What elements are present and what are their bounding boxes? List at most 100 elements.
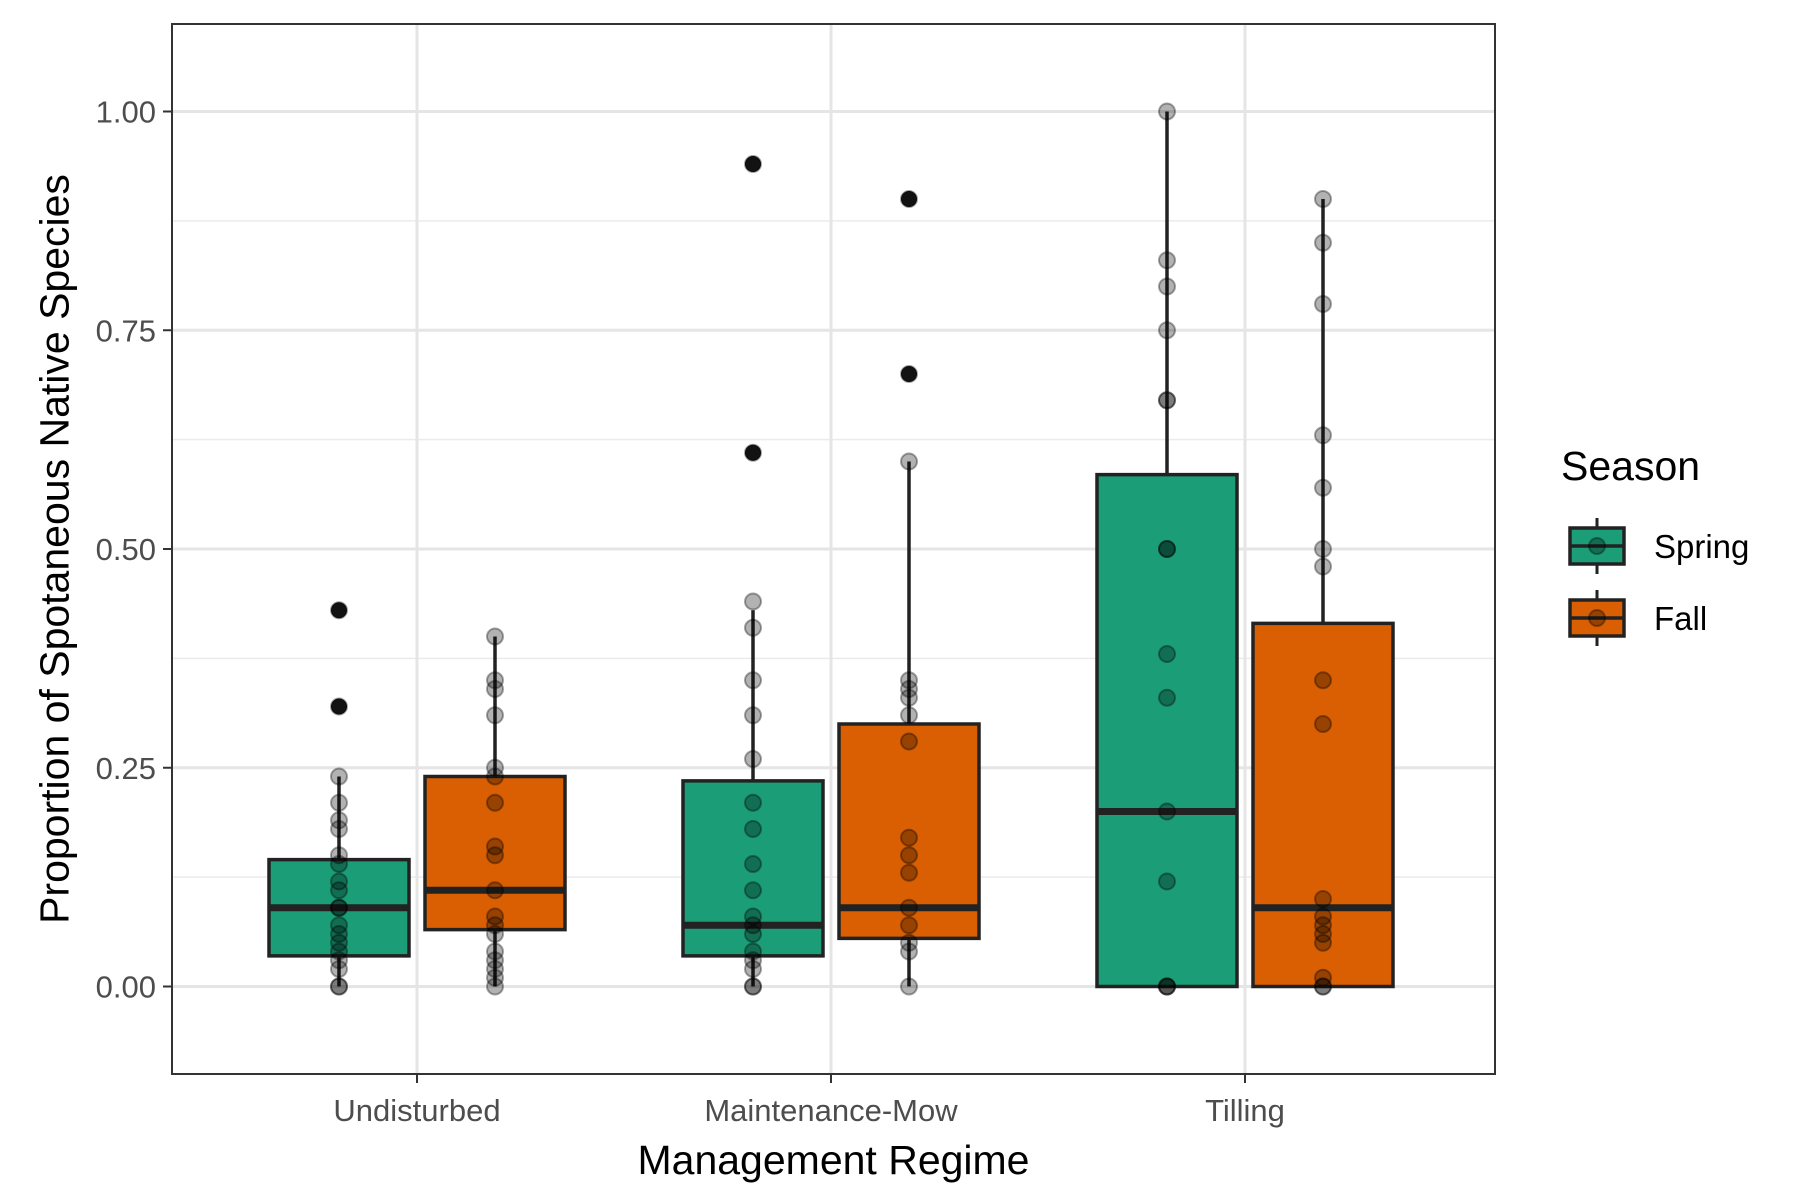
outlier-point <box>331 698 347 715</box>
data-point <box>744 750 762 768</box>
data-point <box>486 960 504 978</box>
legend-label: Fall <box>1654 600 1707 637</box>
data-point <box>900 942 918 961</box>
box-iqr <box>1095 472 1239 989</box>
data-point <box>330 916 348 935</box>
data-point <box>900 706 918 725</box>
data-point <box>900 365 918 383</box>
data-point <box>486 977 504 996</box>
y-tick-label: 0.75 <box>96 313 156 348</box>
data-point <box>330 793 348 812</box>
data-point <box>486 925 504 943</box>
data-point <box>744 916 762 935</box>
data-point <box>1314 233 1332 252</box>
data-point <box>1158 391 1176 410</box>
data-point <box>330 898 348 917</box>
data-point <box>330 977 348 996</box>
box-layer <box>267 111 1395 989</box>
data-point <box>900 898 918 917</box>
data-point <box>744 592 762 611</box>
data-point <box>1314 671 1332 690</box>
x-tick-label: Maintenance-Mow <box>704 1093 958 1128</box>
data-point <box>1314 933 1332 952</box>
data-point <box>900 688 918 707</box>
data-point <box>1158 251 1176 270</box>
data-point <box>486 968 504 987</box>
outlier-point <box>745 156 761 172</box>
data-point <box>486 758 504 777</box>
data-point <box>330 601 348 620</box>
data-point <box>330 881 348 900</box>
data-point <box>1158 872 1176 891</box>
outlier-point <box>901 366 917 382</box>
boxplot-spring-maintenance-mow <box>681 610 825 987</box>
data-point <box>330 925 348 943</box>
boxplot-fall-tilling <box>1251 199 1395 989</box>
data-point <box>900 933 918 952</box>
data-point <box>330 898 348 917</box>
data-point <box>330 872 348 891</box>
data-point <box>900 977 918 996</box>
legend-label: Spring <box>1654 528 1749 565</box>
data-point <box>900 863 918 882</box>
y-tick-label: 1.00 <box>96 95 156 130</box>
data-point <box>1158 540 1176 558</box>
data-point <box>744 855 762 873</box>
data-point <box>1158 645 1176 663</box>
data-point <box>1314 907 1332 926</box>
y-tick-label: 0.25 <box>96 751 156 786</box>
data-point <box>486 916 504 935</box>
data-point <box>486 907 504 926</box>
data-point <box>1314 890 1332 908</box>
legend: Season Spring Fall <box>1561 443 1749 646</box>
data-point <box>1314 977 1332 996</box>
data-point <box>486 767 504 786</box>
data-point <box>1314 478 1332 497</box>
data-point <box>900 452 918 471</box>
box-iqr <box>837 722 981 941</box>
legend-point <box>1588 537 1606 555</box>
x-tick-label: Tilling <box>1205 1093 1285 1128</box>
data-point <box>744 706 762 725</box>
data-point <box>744 820 762 838</box>
data-point <box>1314 916 1332 935</box>
data-point <box>900 680 918 698</box>
data-point <box>744 155 762 173</box>
data-point <box>486 671 504 690</box>
data-point <box>486 942 504 961</box>
x-tick-label: Undisturbed <box>333 1093 500 1128</box>
data-point <box>486 680 504 698</box>
boxplot-spring-undisturbed <box>267 776 411 987</box>
data-point <box>330 697 348 716</box>
data-point <box>744 925 762 943</box>
y-axis-title: Proportion of Spotaneous Native Species <box>31 174 77 924</box>
data-point <box>744 960 762 978</box>
data-point <box>486 881 504 900</box>
data-point <box>744 618 762 637</box>
data-point <box>1158 977 1176 996</box>
box-iqr <box>1251 621 1395 989</box>
data-point <box>330 855 348 873</box>
data-point <box>1158 977 1176 996</box>
data-point <box>1314 295 1332 313</box>
y-tick-label: 0.00 <box>96 970 156 1005</box>
point-layer <box>330 102 1332 996</box>
data-point <box>1314 426 1332 445</box>
data-point <box>1314 540 1332 558</box>
boxplot-fall-maintenance-mow <box>837 461 981 987</box>
data-point <box>1158 540 1176 558</box>
data-point <box>486 627 504 646</box>
data-point <box>900 916 918 935</box>
data-point <box>1314 925 1332 943</box>
data-point <box>330 846 348 865</box>
axis-layer: 0.00 0.25 0.50 0.75 1.00 Undisturbed Maintenan… <box>96 95 1285 1129</box>
data-point <box>744 881 762 900</box>
data-point <box>744 443 762 462</box>
legend-key-fall: Fall <box>1568 590 1707 646</box>
data-point <box>1158 688 1176 707</box>
data-point <box>1314 190 1332 208</box>
boxplot-spring-tilling <box>1095 111 1239 989</box>
data-point <box>486 837 504 856</box>
